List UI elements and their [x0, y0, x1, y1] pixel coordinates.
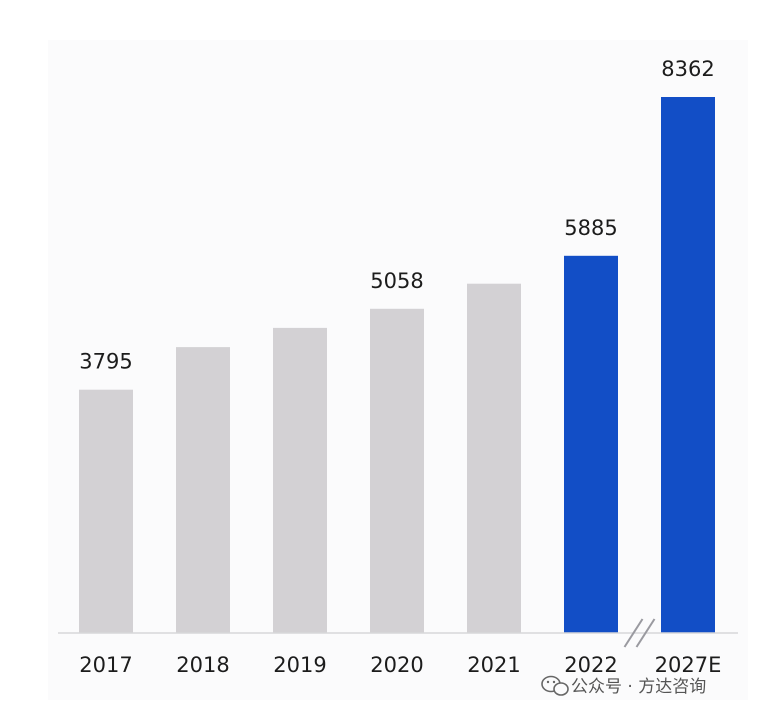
- x-tick-labels-group: 2017 2018 2019 2020 2021 2022 2027E: [79, 653, 721, 677]
- x-tick-2027E: 2027E: [655, 653, 722, 677]
- bar-2020: [370, 308, 424, 633]
- watermark-text: 公众号 · 方达咨询: [571, 677, 706, 697]
- axis-break-stroke: [635, 618, 656, 648]
- x-tick-2022: 2022: [564, 653, 617, 677]
- watermark: 公众号 · 方达咨询: [541, 675, 706, 697]
- x-tick-2019: 2019: [273, 653, 326, 677]
- bar-2022: [564, 255, 618, 634]
- bar-2018: [176, 347, 230, 633]
- bars-group: [79, 97, 715, 634]
- x-tick-2018: 2018: [176, 653, 229, 677]
- x-tick-2020: 2020: [370, 653, 423, 677]
- bar-2019: [273, 327, 327, 633]
- bar-2027E: [661, 97, 715, 633]
- value-label-2022: 5885: [564, 216, 617, 240]
- bar-2021: [467, 283, 521, 633]
- value-label-2017: 3795: [79, 350, 132, 374]
- wechat-icon: [541, 675, 569, 696]
- axis-break-mark: [623, 618, 656, 648]
- x-tick-2021: 2021: [467, 653, 520, 677]
- axis-break-stroke: [623, 618, 644, 648]
- bar-2017: [79, 389, 133, 633]
- value-label-2027E: 8362: [661, 57, 714, 81]
- value-labels-group: 3795 5058 5885 8362: [79, 57, 714, 374]
- x-tick-2017: 2017: [79, 653, 132, 677]
- value-label-2020: 5058: [370, 269, 423, 293]
